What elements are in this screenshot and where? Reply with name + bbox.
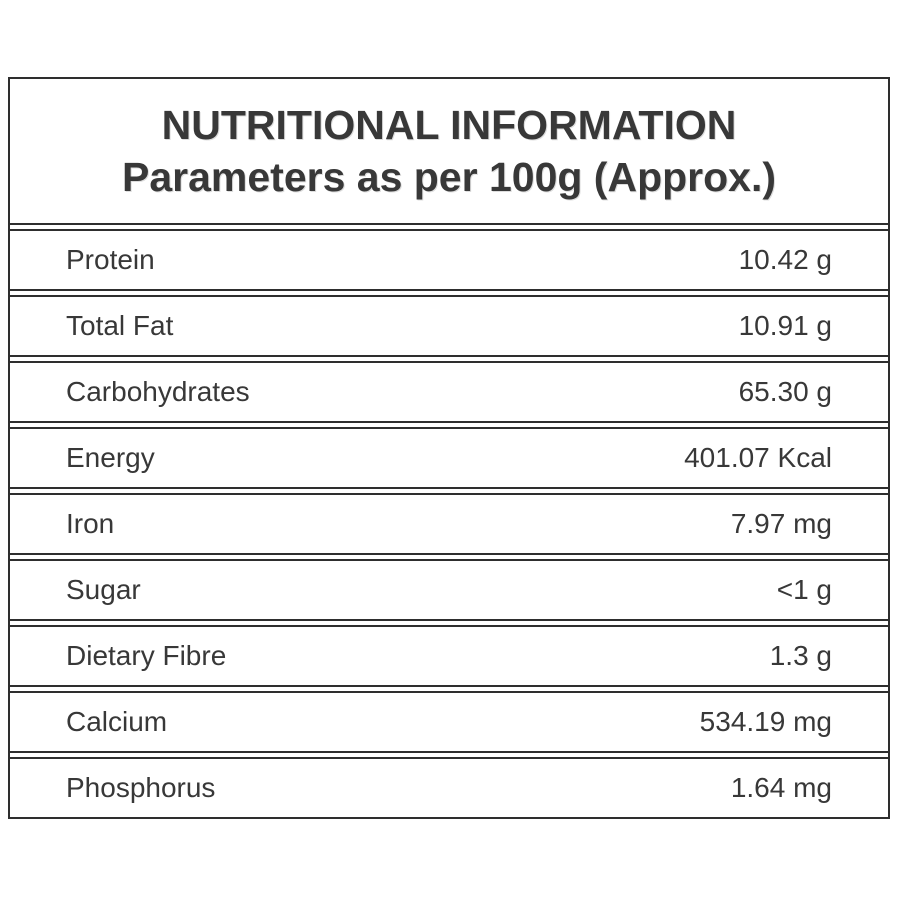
table-header: NUTRITIONAL INFORMATION Parameters as pe… xyxy=(10,77,888,225)
table-row-energy: Energy 401.07 Kcal xyxy=(10,427,888,489)
table-row-total-fat: Total Fat 10.91 g xyxy=(10,295,888,357)
nutrient-label: Total Fat xyxy=(66,310,174,341)
table-row-protein: Protein 10.42 g xyxy=(10,229,888,291)
table-row-phosphorus: Phosphorus 1.64 mg xyxy=(10,757,888,819)
nutrient-value: <1 g xyxy=(776,574,832,605)
table-row-iron: Iron 7.97 mg xyxy=(10,493,888,555)
nutrient-value: 401.07 Kcal xyxy=(684,442,832,473)
nutrient-value: 1.3 g xyxy=(769,640,832,671)
nutrient-label: Calcium xyxy=(66,706,168,737)
nutrient-value: 10.42 g xyxy=(738,244,832,275)
nutrient-label: Iron xyxy=(66,508,115,539)
nutrient-value: 534.19 mg xyxy=(699,706,832,737)
nutrient-value: 65.30 g xyxy=(738,376,832,407)
nutrient-label: Protein xyxy=(66,244,155,275)
nutrient-value: 7.97 mg xyxy=(730,508,832,539)
nutrient-label: Carbohydrates xyxy=(66,376,250,407)
table-row-dietary-fibre: Dietary Fibre 1.3 g xyxy=(10,625,888,687)
nutrient-value: 10.91 g xyxy=(738,310,832,341)
table-row-carbohydrates: Carbohydrates 65.30 g xyxy=(10,361,888,423)
table-row-calcium: Calcium 534.19 mg xyxy=(10,691,888,753)
nutrient-label: Dietary Fibre xyxy=(66,640,227,671)
table-title: NUTRITIONAL INFORMATION xyxy=(161,102,737,148)
nutrient-label: Sugar xyxy=(66,574,141,605)
table-subtitle: Parameters as per 100g (Approx.) xyxy=(122,154,776,200)
nutrient-label: Energy xyxy=(66,442,155,473)
nutrient-value: 1.64 mg xyxy=(730,772,832,803)
table-row-sugar: Sugar <1 g xyxy=(10,559,888,621)
nutrition-table: NUTRITIONAL INFORMATION Parameters as pe… xyxy=(8,77,890,819)
nutrient-label: Phosphorus xyxy=(66,772,216,803)
